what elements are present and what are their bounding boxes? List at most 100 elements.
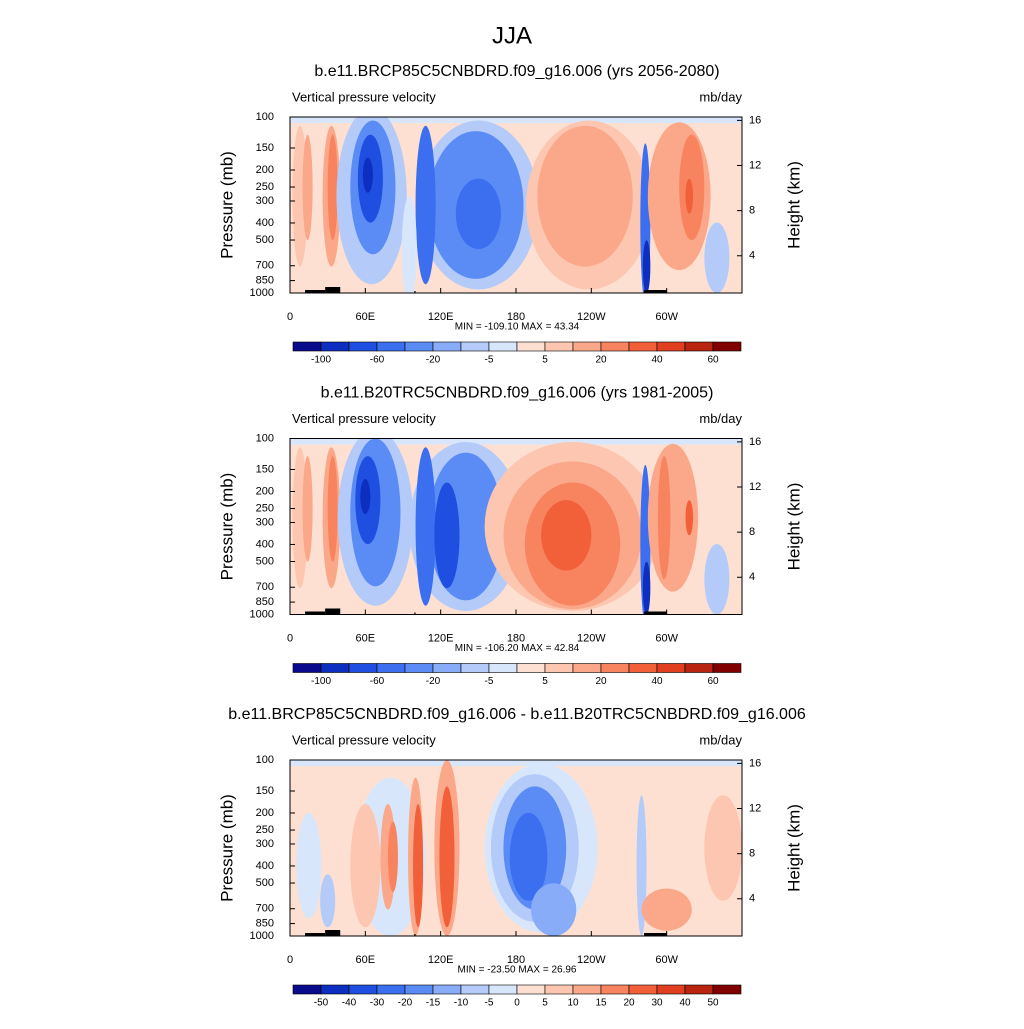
colorbar-box <box>628 663 658 673</box>
y2-tick-label: 12 <box>749 802 761 814</box>
colorbar-box <box>628 984 658 995</box>
y2-tick-label: 8 <box>749 848 755 860</box>
contour-region <box>320 874 336 928</box>
colorbar-box <box>376 663 406 673</box>
colorbar-label: 60 <box>707 355 719 366</box>
y-tick-label: 100 <box>256 111 274 123</box>
y-tick-label: 850 <box>256 596 274 608</box>
colorbar-label: 5 <box>542 676 548 687</box>
x-tick-label: 60E <box>356 954 376 966</box>
colorbar-label: -20 <box>426 676 441 687</box>
y-tick-label: 200 <box>256 485 274 497</box>
x-tick-label: 120E <box>428 311 454 323</box>
field-top <box>290 760 742 766</box>
colorbar-box <box>348 984 378 995</box>
colorbar-label: 0 <box>514 998 520 1009</box>
colorbar-label: -20 <box>426 355 441 366</box>
y-tick-label: 150 <box>256 463 274 475</box>
colorbar-label: -20 <box>398 998 413 1009</box>
y2-tick-label: 8 <box>749 526 755 538</box>
y-tick-label: 400 <box>256 217 274 229</box>
colorbar-box <box>684 984 714 995</box>
colorbar-box <box>712 341 742 352</box>
contour-field <box>290 438 742 615</box>
contour-region <box>360 478 371 515</box>
topography <box>325 930 341 936</box>
contour-region <box>327 134 338 241</box>
y-tick-label: 500 <box>256 234 274 246</box>
contour-region <box>704 222 730 293</box>
x-tick-label: 60E <box>356 632 376 644</box>
topography <box>325 287 341 293</box>
y-tick-label: 700 <box>256 260 274 272</box>
x-tick-label: 0 <box>287 632 293 644</box>
contour-region <box>415 447 436 606</box>
colorbar-box <box>460 341 490 352</box>
colorbar-label: -100 <box>311 355 331 366</box>
x-tick-label: 60W <box>655 954 678 966</box>
y-tick-label: 500 <box>256 877 274 889</box>
y-tick-label: 400 <box>256 538 274 550</box>
topography <box>414 612 416 615</box>
x-tick-label: 120W <box>577 954 606 966</box>
colorbar-label: 15 <box>595 998 607 1009</box>
colorbar-box <box>432 663 462 673</box>
colorbar-box <box>460 984 490 995</box>
contour-region <box>657 456 671 580</box>
colorbar-label: -5 <box>485 998 494 1009</box>
contour-region <box>415 125 436 285</box>
colorbar-box <box>348 663 378 673</box>
contour-region <box>327 456 338 562</box>
topography <box>414 291 416 293</box>
contour-region <box>642 240 651 293</box>
colorbar-label: -10 <box>454 998 469 1009</box>
colorbar-box <box>404 663 434 673</box>
colorbar-box <box>488 341 518 352</box>
colorbar-box <box>460 663 490 673</box>
panel-title: b.e11.BRCP85C5CNBDRD.f09_g16.006 (yrs 20… <box>314 63 719 80</box>
y2-axis-label: Height (km) <box>784 804 803 892</box>
topography <box>644 290 667 293</box>
contour-region <box>704 544 730 615</box>
contour-region <box>439 786 455 928</box>
y-tick-label: 500 <box>256 555 274 567</box>
colorbar-label: 20 <box>595 355 607 366</box>
colorbar-box <box>292 984 322 995</box>
colorbar-box <box>572 341 602 352</box>
contour-region <box>685 178 694 214</box>
colorbar-box <box>712 663 742 673</box>
x-tick-label: 120W <box>577 311 606 323</box>
y-tick-label: 400 <box>256 860 274 872</box>
colorbar-box <box>572 663 602 673</box>
x-tick-label: 180 <box>507 311 525 323</box>
y-tick-label: 850 <box>256 274 274 286</box>
y2-tick-label: 12 <box>749 481 761 493</box>
contour-region <box>704 795 742 901</box>
contour-region <box>455 178 501 249</box>
x-tick-label: 60W <box>655 632 678 644</box>
colorbar-box <box>712 984 742 995</box>
y-tick-label: 300 <box>256 195 274 207</box>
x-tick-label: 60W <box>655 311 678 323</box>
x-tick-label: 0 <box>287 311 293 323</box>
colorbar-label: 20 <box>595 676 607 687</box>
y-axis-label: Pressure (mb) <box>217 151 236 259</box>
y2-axis-label: Height (km) <box>784 161 803 249</box>
stats: MIN = -109.10 MAX = 43.34 <box>455 322 580 333</box>
left-label: Vertical pressure velocity <box>292 89 436 104</box>
colorbar-box <box>516 984 546 995</box>
colorbar-label: -60 <box>370 676 385 687</box>
colorbar-label: 40 <box>679 998 691 1009</box>
panel-title: b.e11.B20TRC5CNBDRD.f09_g16.006 (yrs 198… <box>321 385 714 402</box>
colorbar-box <box>572 984 602 995</box>
topography <box>305 290 326 293</box>
colorbar-label: 40 <box>651 676 663 687</box>
y-tick-label: 700 <box>256 903 274 915</box>
colorbar-label: -40 <box>342 998 357 1009</box>
colorbar-box <box>656 663 686 673</box>
stats: MIN = -23.50 MAX = 26.96 <box>458 965 577 976</box>
contour-region <box>641 888 692 931</box>
x-tick-label: 120E <box>428 954 454 966</box>
topography <box>644 933 667 936</box>
colorbar-box <box>404 341 434 352</box>
